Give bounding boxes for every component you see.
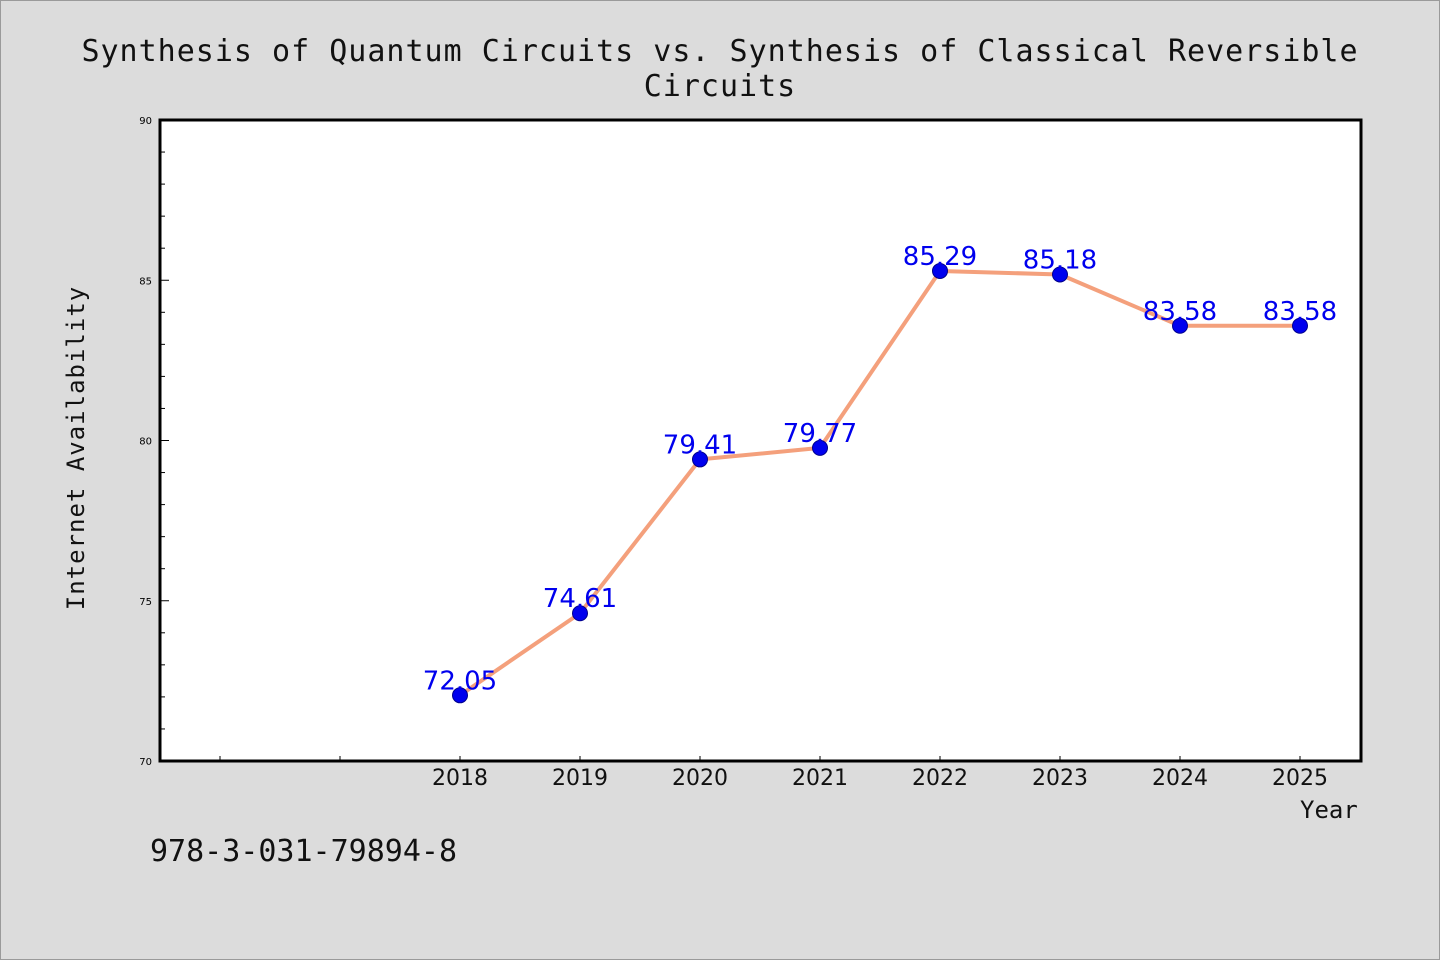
data-point bbox=[692, 451, 708, 468]
y-tick-label: 70 bbox=[139, 757, 152, 768]
y-axis-ticks: 70 75 80 85 90 bbox=[139, 116, 169, 768]
chart-title: Synthesis of Quantum Circuits vs. Synthe… bbox=[81, 34, 1359, 104]
y-tick-label: 80 bbox=[139, 437, 152, 448]
y-tick-label: 85 bbox=[139, 276, 152, 287]
x-tick-label: 2018 bbox=[432, 766, 488, 791]
data-label: 79.41 bbox=[663, 430, 737, 460]
data-label: 79.77 bbox=[783, 419, 857, 449]
x-tick-label: 2020 bbox=[672, 766, 728, 791]
plot-area bbox=[158, 118, 1363, 763]
data-point bbox=[1172, 317, 1188, 334]
x-tick-label: 2024 bbox=[1152, 766, 1208, 791]
data-point bbox=[932, 262, 948, 279]
x-axis-label: Year bbox=[1300, 796, 1358, 824]
y-axis-label: Internet Availability bbox=[62, 285, 90, 611]
series-line bbox=[458, 268, 1302, 698]
x-axis-ticks: 2018 2019 2020 2021 2022 2023 2024 2025 bbox=[219, 756, 1328, 791]
x-tick-label: 2025 bbox=[1272, 766, 1328, 791]
x-tick-label: 2022 bbox=[912, 766, 968, 791]
data-label: 83.58 bbox=[1263, 297, 1337, 327]
x-tick-label: 2023 bbox=[1032, 766, 1088, 791]
data-label: 83.58 bbox=[1143, 297, 1217, 327]
data-point bbox=[452, 687, 468, 704]
data-point bbox=[1292, 317, 1308, 334]
data-label: 72.05 bbox=[423, 666, 497, 696]
y-tick-label: 75 bbox=[139, 597, 152, 608]
series-group: 72.05 74.61 79.41 79.77 85.29 85.18 83.58 83.58 bbox=[423, 242, 1337, 704]
data-point bbox=[812, 439, 828, 456]
data-point bbox=[1052, 266, 1068, 283]
data-label: 74.61 bbox=[543, 584, 617, 614]
isbn-note: 978-3-031-79894-8 bbox=[150, 834, 458, 869]
y-tick-label: 90 bbox=[139, 116, 152, 127]
x-tick-label: 2019 bbox=[552, 766, 608, 791]
data-label: 85.29 bbox=[903, 242, 977, 272]
x-tick-label: 2021 bbox=[792, 766, 848, 791]
data-label: 85.18 bbox=[1023, 245, 1097, 275]
data-point bbox=[572, 605, 588, 622]
